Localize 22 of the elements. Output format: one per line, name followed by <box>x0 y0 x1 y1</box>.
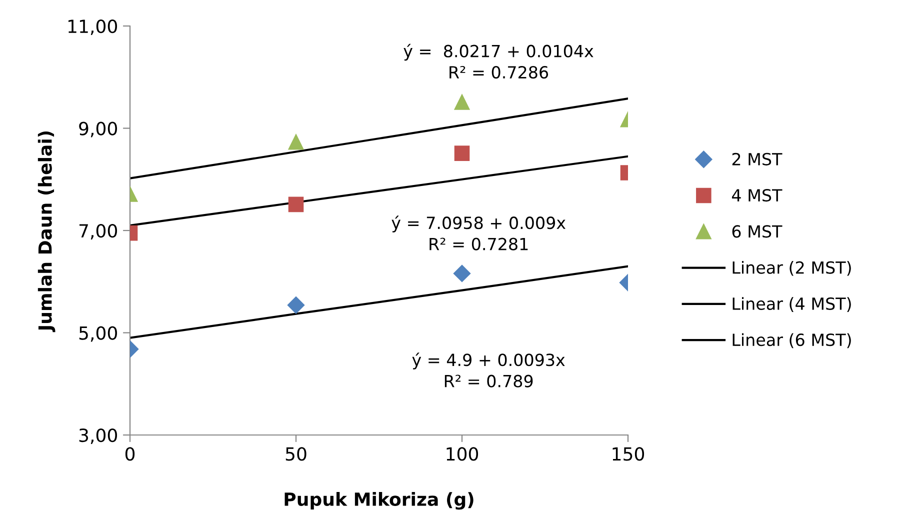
x-axis-title: Pupuk Mikoriza (g) <box>284 492 474 510</box>
legend-label: Linear (2 MST) <box>732 260 851 276</box>
legend-label: 4 MST <box>732 188 782 202</box>
legend-label: 6 MST <box>732 225 782 238</box>
annotation: ý = 7.0958 + 0.009x R² = 0.7281 <box>392 216 566 250</box>
legend-label: Linear (6 MST) <box>732 333 851 348</box>
y-axis-title: Jumlah Daun (helai) <box>38 131 56 332</box>
x-tick-label: 0 <box>125 447 135 461</box>
y-tick-label: 5,00 <box>79 326 117 342</box>
annotation: ý = 8.0217 + 0.0104x R² = 0.7286 <box>404 44 594 79</box>
line-series <box>130 98 628 180</box>
y-tick-label: 9,00 <box>79 122 117 138</box>
legend-label: Linear (4 MST) <box>732 297 851 312</box>
annotation: ý = 4.9 + 0.0093x R² = 0.789 <box>412 352 565 388</box>
legend-label: 2 MST <box>732 152 782 166</box>
line-series <box>130 265 628 339</box>
x-tick-label: 50 <box>286 447 306 461</box>
y-tick-label: 11,00 <box>68 19 117 35</box>
x-tick-label: 150 <box>612 447 644 461</box>
x-tick-label: 100 <box>446 447 478 461</box>
y-tick-label: 3,00 <box>79 428 117 444</box>
y-tick-label: 7,00 <box>79 224 117 240</box>
